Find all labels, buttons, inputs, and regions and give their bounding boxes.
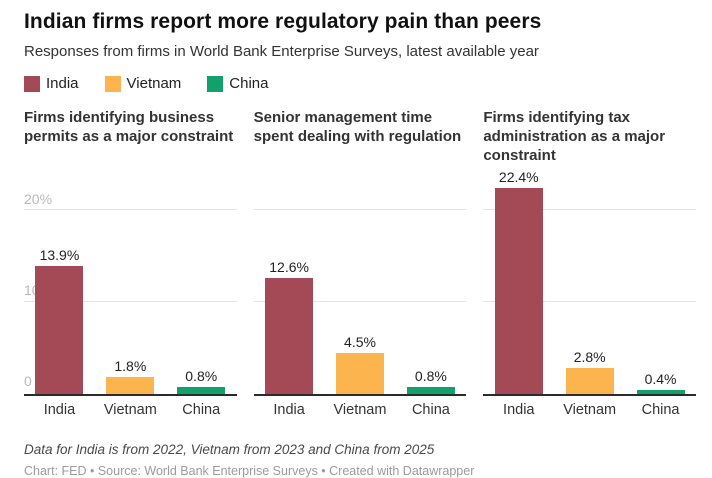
bar-group-india: 22.4% (483, 170, 554, 394)
category-label-india: India (43, 402, 76, 418)
gridline-10 (253, 301, 467, 302)
plot-area: 12.6% 4.5% 0.8% (253, 165, 467, 396)
chart-panel-title: Firms identifying tax administration as … (483, 109, 666, 164)
gridline-20 (253, 209, 467, 210)
category-labels: India Vietnam China (24, 402, 237, 418)
gridline-20 (24, 209, 237, 210)
bar-china (406, 387, 455, 394)
legend-item-vietnam: Vietnam (104, 75, 182, 92)
footer-credit: Chart: FED • Source: World Bank Enterpri… (24, 464, 475, 478)
bar-value-label: 13.9% (39, 247, 80, 263)
bar-vietnam (106, 377, 155, 394)
legend-label-india: India (46, 75, 79, 92)
category-label-china: China (411, 402, 450, 418)
bar-value-label: 0.4% (644, 371, 677, 387)
legend-item-china: China (207, 75, 269, 92)
bar-group-china: 0.4% (625, 372, 696, 394)
category-label-vietnam: Vietnam (103, 402, 157, 418)
bar-vietnam (335, 353, 384, 394)
chart-panel-management-time: Senior management time spent dealing wit… (253, 109, 467, 418)
legend-label-china: China (229, 75, 269, 92)
bar-value-label: 1.8% (114, 358, 147, 374)
chart-panel-business-permits: Firms identifying business permits as a … (24, 109, 237, 418)
bar-vietnam (565, 368, 614, 394)
bar-value-label: 22.4% (498, 169, 539, 185)
legend-item-india: India (24, 75, 79, 92)
category-labels: India Vietnam China (254, 402, 467, 418)
plot-area: 20% 10 0 13.9% 1.8% 0.8% (24, 165, 237, 396)
bar-group-vietnam: 1.8% (95, 359, 166, 394)
gridline-10 (483, 301, 696, 302)
bar-group-vietnam: 4.5% (325, 335, 396, 394)
y-tick-label-20: 20% (24, 191, 53, 207)
bar-value-label: 0.8% (414, 368, 447, 384)
gridline-20 (483, 209, 696, 210)
bar-group-china: 0.8% (395, 369, 466, 394)
bar-china (177, 387, 226, 394)
page-title: Indian firms report more regulatory pain… (24, 10, 542, 33)
category-label-china: China (182, 402, 221, 418)
legend-swatch-india (24, 75, 40, 92)
legend-swatch-vietnam (104, 75, 121, 92)
chart-subtitle: Responses from firms in World Bank Enter… (24, 43, 539, 60)
bar-value-label: 0.8% (185, 368, 218, 384)
bar-group-india: 13.9% (24, 248, 95, 394)
category-label-vietnam: Vietnam (333, 402, 387, 418)
category-label-vietnam: Vietnam (563, 402, 617, 418)
y-tick-label-0: 0 (24, 373, 32, 389)
category-labels: India Vietnam China (483, 402, 696, 418)
bars: 22.4% 2.8% 0.4% (483, 165, 696, 394)
chart-panel-tax-administration: Firms identifying tax administration as … (483, 109, 696, 418)
legend-swatch-china (207, 75, 224, 92)
gridline-10 (24, 301, 237, 302)
bar-value-label: 12.6% (269, 259, 309, 275)
bar-group-india: 12.6% (254, 260, 325, 394)
bar-group-china: 0.8% (166, 369, 237, 394)
bar-india (494, 188, 543, 394)
bars: 13.9% 1.8% 0.8% (24, 165, 237, 394)
chart-panel-title: Firms identifying business permits as a … (24, 109, 234, 145)
legend-label-vietnam: Vietnam (126, 75, 182, 92)
chart-panel-title: Senior management time spent dealing wit… (253, 109, 462, 145)
category-label-india: India (503, 402, 535, 418)
category-label-india: India (273, 402, 305, 418)
category-label-china: China (641, 402, 680, 418)
bar-china (636, 390, 685, 394)
bar-group-vietnam: 2.8% (554, 350, 625, 394)
plot-area: 22.4% 2.8% 0.4% (483, 165, 696, 396)
charts-row: Firms identifying business permits as a … (24, 109, 696, 418)
bar-value-label: 2.8% (573, 349, 606, 365)
bars: 12.6% 4.5% 0.8% (254, 165, 467, 394)
footer-note: Data for India is from 2022, Vietnam fro… (24, 442, 435, 457)
bar-india (265, 278, 314, 394)
bar-india (35, 266, 84, 394)
bar-value-label: 4.5% (344, 334, 376, 350)
legend: India Vietnam China (24, 75, 696, 92)
chart-footer: Data for India is from 2022, Vietnam fro… (24, 442, 696, 478)
